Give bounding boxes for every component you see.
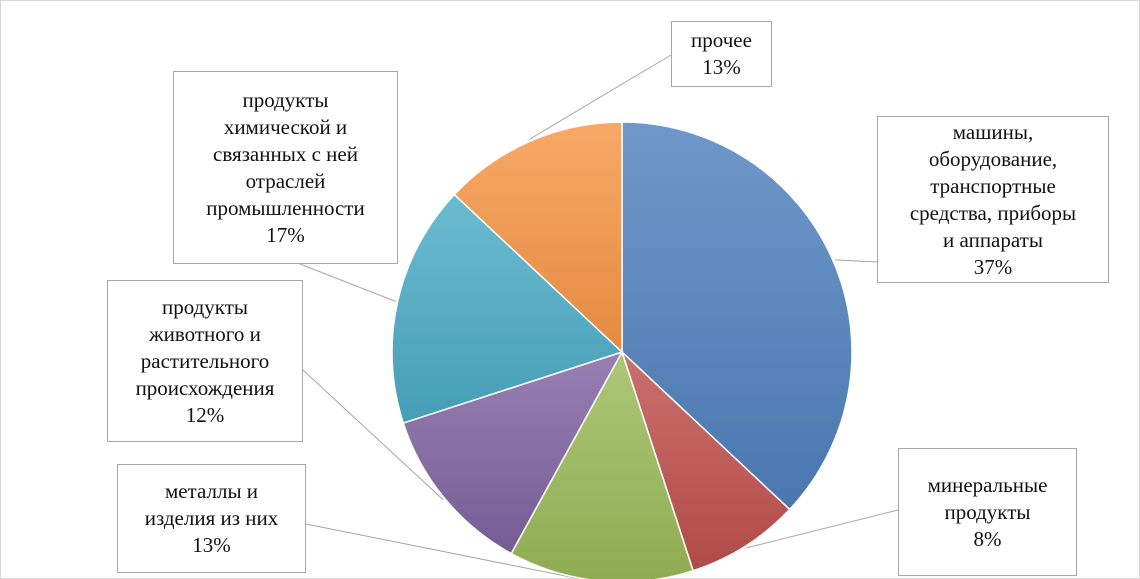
label-chemical-value: 17%: [266, 222, 305, 247]
label-machinery-value: 37%: [973, 254, 1013, 279]
pie-slice-machinery: [621, 121, 853, 511]
label-metals-name: металлы и изделия из них: [144, 479, 279, 530]
label-chemical: продукты химической и связанных с ней от…: [173, 71, 398, 264]
label-minerals-name: минеральные продукты: [927, 472, 1048, 524]
label-other: прочее 13%: [671, 21, 772, 87]
label-machinery: машины, оборудование, транспортные средс…: [877, 116, 1109, 283]
label-animal-plant-name: продукты животного и растительного проис…: [135, 294, 275, 400]
pie-slices: [391, 121, 853, 579]
label-other-value: 13%: [702, 55, 741, 79]
label-metals-value: 13%: [192, 533, 231, 557]
label-chemical-name: продукты химической и связанных с ней от…: [206, 87, 365, 220]
label-minerals-value: 8%: [973, 526, 1002, 551]
leader-line-other: [529, 54, 672, 140]
leader-line-machinery: [834, 259, 878, 263]
leader-lines: [299, 54, 899, 579]
label-animal-plant-value: 12%: [185, 402, 225, 427]
pie-slice-chemical: [391, 193, 624, 425]
pie-slice-metals: [510, 350, 695, 579]
leader-line-minerals: [746, 509, 899, 549]
leader-line-metals: [305, 523, 583, 579]
leader-line-animal-plant: [302, 369, 444, 501]
label-metals: металлы и изделия из них 13%: [117, 464, 306, 573]
label-machinery-name: машины, оборудование, транспортные средс…: [909, 119, 1077, 252]
label-other-name: прочее: [691, 28, 752, 52]
pie-slice-animal-plant: [402, 350, 624, 555]
label-minerals: минеральные продукты 8%: [898, 448, 1077, 576]
pie-slice-minerals: [621, 351, 791, 572]
pie-slice-other: [453, 121, 623, 354]
leader-line-chemical: [299, 263, 396, 302]
label-animal-plant: продукты животного и растительного проис…: [107, 280, 303, 442]
